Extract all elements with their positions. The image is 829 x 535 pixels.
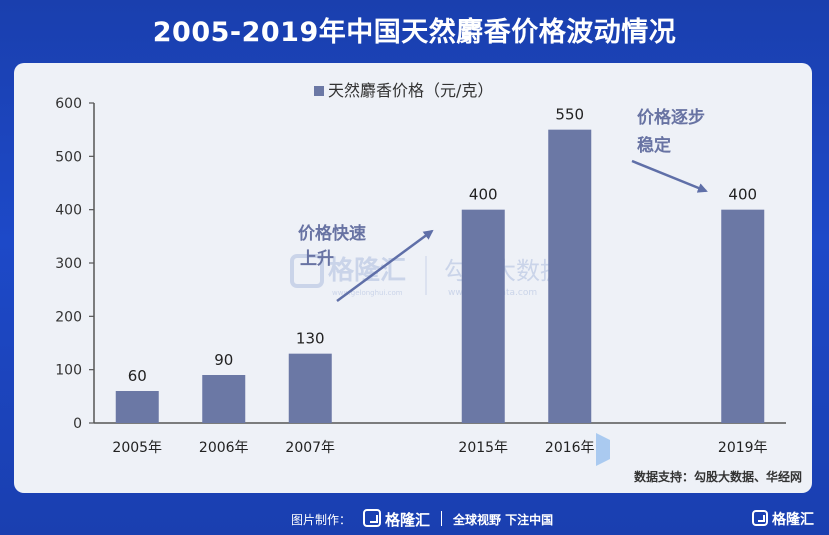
x-tick-label: 2006年	[199, 440, 249, 456]
x-tick-label: 2015年	[458, 440, 508, 456]
bar	[721, 209, 765, 423]
x-tick-label: 2016年	[545, 440, 595, 456]
page-title: 2005-2019年中国天然麝香价格波动情况	[152, 17, 677, 48]
footer-brand-right: 格隆汇	[772, 512, 814, 528]
footer: 图片制作： 格隆汇 全球视野 下注中国 格隆汇	[0, 507, 829, 531]
annotation-stable-line2: 稳定	[637, 135, 671, 156]
stable-arrow	[631, 159, 708, 193]
footer-label: 图片制作：	[291, 513, 352, 527]
source-note: 数据支持：勾股大数据、华经网	[634, 469, 802, 484]
y-tick-label: 0	[73, 416, 82, 432]
bar	[115, 391, 159, 423]
y-tick-label: 200	[55, 309, 82, 325]
brand-logo-icon-right	[752, 510, 768, 526]
bar-data-label: 60	[128, 367, 147, 385]
y-tick-label: 500	[55, 149, 82, 165]
cursor-shape	[596, 433, 610, 466]
annotation-stable-line1: 价格逐步	[637, 107, 705, 128]
x-tick-label: 2007年	[285, 440, 335, 456]
legend-swatch	[314, 86, 324, 96]
annotation-rise-line2: 上升	[300, 249, 334, 269]
footer-brand: 格隆汇	[385, 511, 431, 529]
bar-data-label: 130	[296, 330, 325, 348]
y-tick-label: 300	[55, 256, 82, 272]
y-tick-label: 100	[55, 363, 82, 379]
annotation-rise-line1: 价格快速	[298, 223, 366, 244]
bar-chart: 格隆汇 www.gelonghui.com 勾股大数据 www.gogudata…	[55, 81, 802, 484]
legend: 天然麝香价格（元/克）	[314, 81, 493, 100]
footer-divider	[441, 511, 442, 526]
watermark-logo-icon	[290, 254, 324, 288]
rise-arrow	[336, 229, 434, 303]
chart-panel: 格隆汇 www.gelonghui.com 勾股大数据 www.gogudata…	[14, 63, 812, 493]
bar-data-label: 400	[728, 186, 757, 204]
x-tick-label: 2005年	[112, 440, 162, 456]
bar	[461, 209, 505, 423]
bar-data-label: 400	[469, 186, 498, 204]
bar	[202, 375, 246, 423]
legend-label: 天然麝香价格（元/克）	[328, 81, 493, 100]
bar-data-label: 550	[555, 106, 584, 124]
footer-slogan: 全球视野 下注中国	[453, 513, 554, 527]
brand-logo-icon	[363, 509, 381, 527]
y-tick-label: 600	[55, 96, 82, 112]
watermark-brand-url: www.gelonghui.com	[332, 289, 403, 297]
y-tick-label: 400	[55, 203, 82, 219]
bar	[548, 129, 592, 423]
x-tick-label: 2019年	[718, 440, 768, 456]
bar	[288, 353, 332, 423]
bar-data-label: 90	[214, 351, 233, 369]
